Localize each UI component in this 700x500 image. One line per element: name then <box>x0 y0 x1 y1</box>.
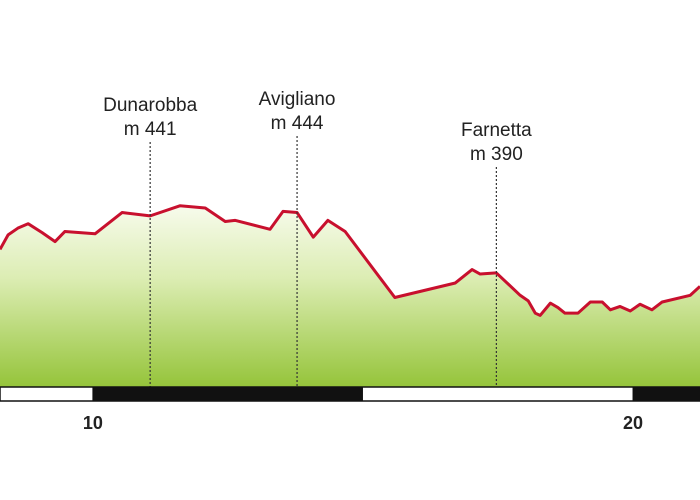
waypoint-elevation: m 390 <box>470 144 523 165</box>
scale-bar-segment <box>633 387 700 401</box>
waypoint-elevation: m 444 <box>271 113 324 134</box>
scale-bar-segment <box>92 387 363 401</box>
x-tick-label: 10 <box>83 413 103 433</box>
waypoint-name: Dunarobba <box>103 95 197 116</box>
x-tick-label: 20 <box>623 413 643 433</box>
waypoint-name: Farnetta <box>461 120 532 141</box>
waypoint-name: Avigliano <box>259 89 336 110</box>
elevation-line <box>0 204 700 317</box>
elevation-area <box>0 205 700 387</box>
waypoint-elevation: m 441 <box>124 119 177 140</box>
